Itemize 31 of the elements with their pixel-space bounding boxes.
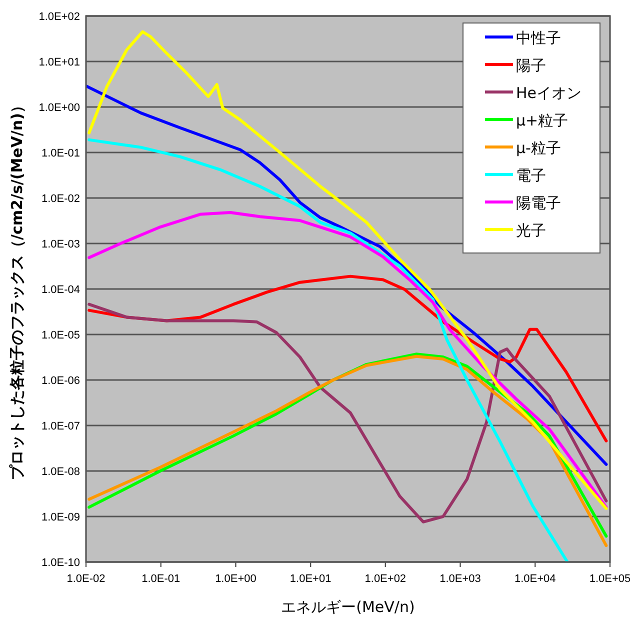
y-axis-title: プロットした各粒子のフラックス（/cm2/s/(MeV/n)） [8, 98, 26, 480]
y-tick-label: 1.0E+01 [38, 56, 80, 68]
x-tick-label: 1.0E-01 [142, 573, 180, 585]
y-tick-label: 1.0E-06 [41, 375, 80, 387]
legend-label: μ-粒子 [516, 139, 561, 157]
legend-label: 陽電子 [516, 194, 561, 212]
y-tick-label: 1.0E-09 [41, 512, 80, 524]
y-tick-label: 1.0E-08 [41, 466, 80, 478]
legend-label: Heイオン [516, 84, 582, 102]
y-tick-label: 1.0E-01 [41, 148, 80, 160]
x-tick-label: 1.0E+03 [440, 573, 481, 585]
y-tick-label: 1.0E-02 [41, 193, 80, 205]
x-tick-label: 1.0E+00 [215, 573, 256, 585]
y-tick-label: 1.0E-04 [41, 284, 80, 296]
x-tick-label: 1.0E+04 [514, 573, 556, 585]
x-tick-label: 1.0E-02 [66, 573, 106, 585]
x-tick-label: 1.0E+02 [364, 573, 406, 585]
x-axis-title: エネルギー(MeV/n) [281, 598, 415, 616]
y-tick-label: 1.0E-03 [41, 238, 80, 250]
legend-label: 電子 [516, 166, 546, 184]
y-tick-label: 1.0E+02 [38, 11, 80, 23]
y-tick-label: 1.0E+00 [38, 102, 80, 114]
y-tick-label: 1.0E-10 [41, 557, 80, 569]
legend-label: 光子 [516, 222, 546, 240]
legend-label: 中性子 [516, 29, 561, 47]
legend-label: 陽子 [516, 56, 546, 74]
y-tick-label: 1.0E-07 [41, 420, 80, 432]
x-tick-label: 1.0E+01 [290, 573, 332, 585]
legend-label: μ+粒子 [516, 112, 568, 130]
y-tick-label: 1.0E-05 [41, 330, 80, 342]
x-tick-label: 1.0E+05 [589, 573, 630, 585]
